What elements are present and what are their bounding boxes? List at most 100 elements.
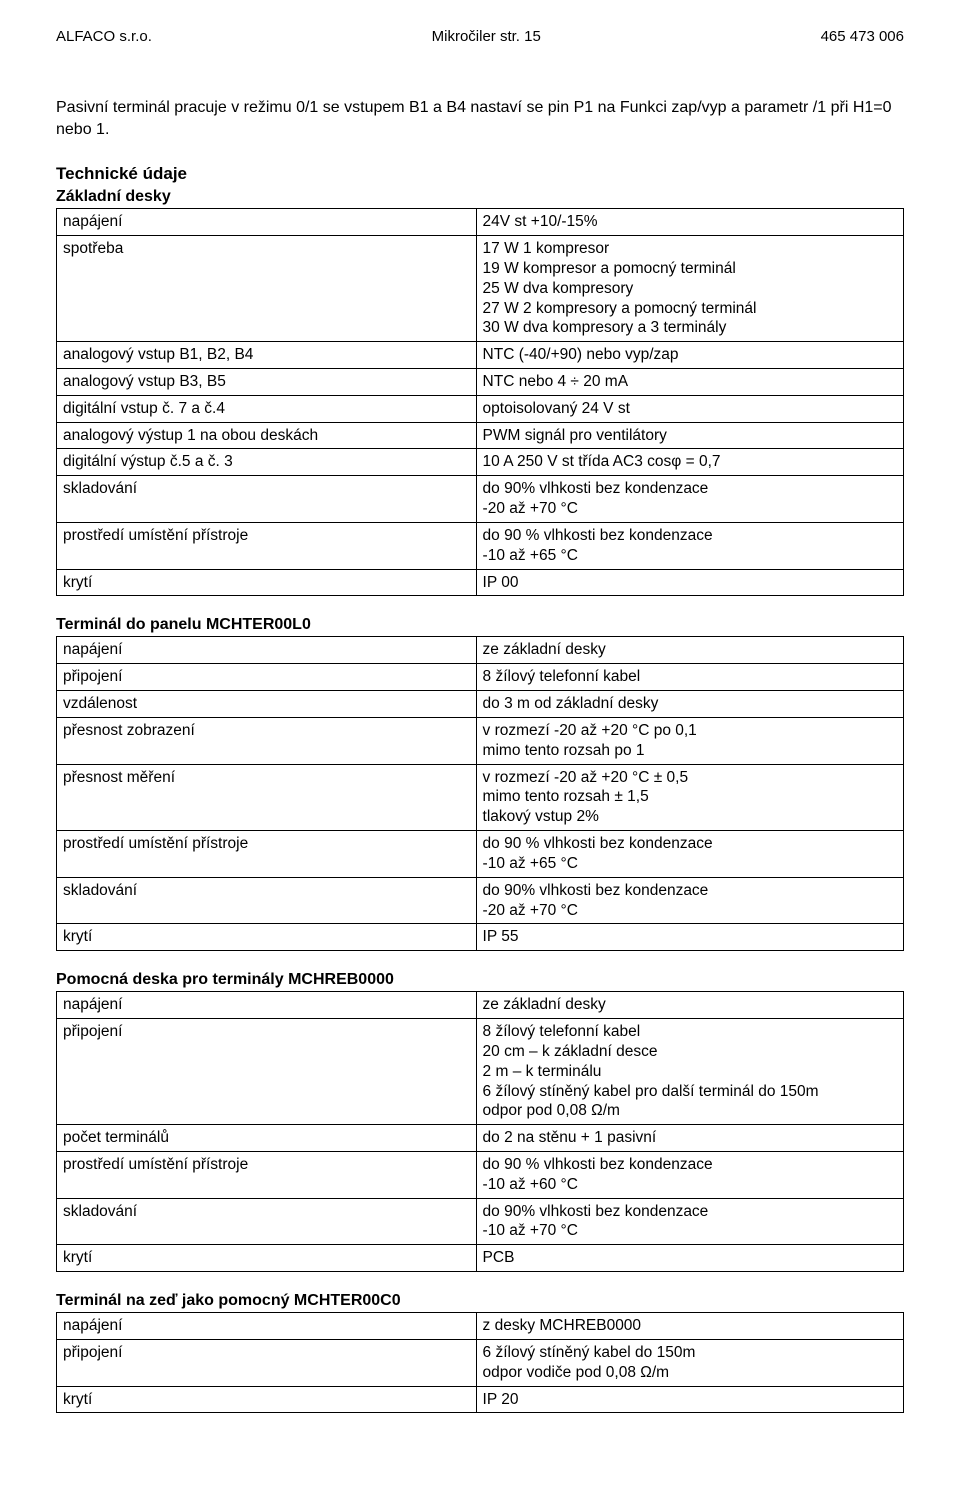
spec-value-line: 25 W dva kompresory [483, 279, 897, 299]
spec-value-line: NTC nebo 4 ÷ 20 mA [483, 372, 897, 392]
spec-key: analogový vstup B3, B5 [57, 368, 477, 395]
spec-value: 10 A 250 V st třída AC3 cosφ = 0,7 [476, 449, 903, 476]
spec-value: IP 55 [476, 924, 903, 951]
spec-key: napájení [57, 992, 477, 1019]
spec-value-line: IP 20 [483, 1390, 897, 1410]
spec-value-line: 30 W dva kompresory a 3 terminály [483, 318, 897, 338]
table-row: analogový vstup B3, B5 NTC nebo 4 ÷ 20 mA [57, 368, 904, 395]
spec-value-line: do 2 na stěnu + 1 pasivní [483, 1128, 897, 1148]
spec-value-line: 10 A 250 V st třída AC3 cosφ = 0,7 [483, 452, 897, 472]
spec-value-line: -10 až +70 °C [483, 1221, 897, 1241]
table-row: napájení24V st +10/-15% [57, 209, 904, 236]
table-terminal-panel: napájení ze základní desky připojení8 žílo… [56, 636, 904, 951]
spec-value-line: 6 žílový stíněný kabel do 150m [483, 1343, 897, 1363]
table-row: napájeníz desky MCHREB0000 [57, 1313, 904, 1340]
table-row: prostředí umístění přístrojedo 90 % vlhk… [57, 831, 904, 878]
spec-value-line: do 90% vlhkosti bez kondenzace [483, 1202, 897, 1222]
spec-value-line: do 90% vlhkosti bez kondenzace [483, 479, 897, 499]
spec-value: 8 žílový telefonní kabel [476, 664, 903, 691]
spec-value-line: do 3 m od základní desky [483, 694, 897, 714]
spec-value-line: IP 55 [483, 927, 897, 947]
table-row: analogový výstup 1 na obou deskách PWM si… [57, 422, 904, 449]
spec-value-line: 20 cm – k základní desce [483, 1042, 897, 1062]
spec-key: digitální výstup č.5 a č. 3 [57, 449, 477, 476]
spec-value: do 90 % vlhkosti bez kondenzace-10 až +6… [476, 522, 903, 569]
spec-value: 8 žílový telefonní kabel20 cm – k základ… [476, 1019, 903, 1125]
table-row: analogový vstup B1, B2, B4NTC (-40/+90) … [57, 342, 904, 369]
spec-value-line: 6 žílový stíněný kabel pro další terminá… [483, 1082, 897, 1102]
spec-value-line: odpor vodiče pod 0,08 Ω/m [483, 1363, 897, 1383]
table-row: počet terminálů do 2 na stěnu + 1 pasivní [57, 1125, 904, 1152]
spec-value: v rozmezí -20 až +20 °C ± 0,5mimo tento … [476, 764, 903, 830]
table-row: přesnost měřenív rozmezí -20 až +20 °C ±… [57, 764, 904, 830]
intro-paragraph: Pasivní terminál pracuje v režimu 0/1 se… [56, 97, 904, 140]
spec-key: digitální vstup č. 7 a č.4 [57, 395, 477, 422]
spec-key: počet terminálů [57, 1125, 477, 1152]
spec-value-line: do 90 % vlhkosti bez kondenzace [483, 1155, 897, 1175]
spec-key: skladování [57, 877, 477, 924]
spec-value-line: mimo tento rozsah ± 1,5 [483, 787, 897, 807]
spec-value-line: 27 W 2 kompresory a pomocný terminál [483, 299, 897, 319]
spec-value-line: ze základní desky [483, 640, 897, 660]
table-row: připojení8 žílový telefonní kabel [57, 664, 904, 691]
spec-value: PWM signál pro ventilátory [476, 422, 903, 449]
table1-title: Základní desky [56, 188, 904, 206]
spec-value: optoisolovaný 24 V st [476, 395, 903, 422]
spec-value-line: PWM signál pro ventilátory [483, 426, 897, 446]
spec-key: připojení [57, 1339, 477, 1386]
table4-title: Terminál na zeď jako pomocný MCHTER00C0 [56, 1292, 904, 1310]
spec-value-line: odpor pod 0,08 Ω/m [483, 1101, 897, 1121]
spec-value: IP 20 [476, 1386, 903, 1413]
table-row: prostředí umístění přístrojedo 90 % vlhk… [57, 522, 904, 569]
header-left: ALFACO s.r.o. [56, 28, 152, 45]
spec-value-line: do 90% vlhkosti bez kondenzace [483, 881, 897, 901]
spec-key: prostředí umístění přístroje [57, 522, 477, 569]
spec-key: prostředí umístění přístroje [57, 1152, 477, 1199]
spec-value: v rozmezí -20 až +20 °C po 0,1mimo tento… [476, 717, 903, 764]
spec-value-line: 2 m – k terminálu [483, 1062, 897, 1082]
header-center: Mikročiler str. 15 [432, 28, 541, 45]
table-row: napájení ze základní desky [57, 992, 904, 1019]
spec-value: do 2 na stěnu + 1 pasivní [476, 1125, 903, 1152]
spec-key: napájení [57, 209, 477, 236]
spec-value-line: -10 až +65 °C [483, 546, 897, 566]
spec-value-line: IP 00 [483, 573, 897, 593]
spec-value: do 90% vlhkosti bez kondenzace-20 až +70… [476, 476, 903, 523]
spec-value-line: -10 až +65 °C [483, 854, 897, 874]
spec-value-line: ze základní desky [483, 995, 897, 1015]
spec-key: krytí [57, 1386, 477, 1413]
spec-key: spotřeba [57, 236, 477, 342]
spec-value-line: -10 až +60 °C [483, 1175, 897, 1195]
spec-key: analogový výstup 1 na obou deskách [57, 422, 477, 449]
table-basic-boards: napájení24V st +10/-15%spotřeba 17 W 1 ko… [56, 208, 904, 596]
spec-key: skladování [57, 1198, 477, 1245]
spec-value: do 90% vlhkosti bez kondenzace-10 až +70… [476, 1198, 903, 1245]
spec-value-line: v rozmezí -20 až +20 °C ± 0,5 [483, 768, 897, 788]
table-wall-terminal: napájeníz desky MCHREB0000připojení6 žíl… [56, 1312, 904, 1413]
page-header: ALFACO s.r.o. Mikročiler str. 15 465 473… [56, 28, 904, 45]
spec-key: napájení [57, 637, 477, 664]
table3-title: Pomocná deska pro terminály MCHREB0000 [56, 971, 904, 989]
spec-value-line: mimo tento rozsah po 1 [483, 741, 897, 761]
spec-value-line: z desky MCHREB0000 [483, 1316, 897, 1336]
table-row: skladovánído 90% vlhkosti bez kondenzace… [57, 476, 904, 523]
spec-value: 6 žílový stíněný kabel do 150modpor vodi… [476, 1339, 903, 1386]
spec-value-line: 8 žílový telefonní kabel [483, 667, 897, 687]
table-aux-board: napájení ze základní desky připojení8 žílo… [56, 991, 904, 1272]
table-row: skladovánído 90% vlhkosti bez kondenzace… [57, 1198, 904, 1245]
table-row: vzdálenostdo 3 m od základní desky [57, 691, 904, 718]
spec-key: připojení [57, 1019, 477, 1125]
table2-title: Terminál do panelu MCHTER00L0 [56, 616, 904, 634]
spec-value: do 90 % vlhkosti bez kondenzace-10 až +6… [476, 1152, 903, 1199]
spec-value: do 90% vlhkosti bez kondenzace-20 až +70… [476, 877, 903, 924]
spec-key: krytí [57, 1245, 477, 1272]
table-row: napájení ze základní desky [57, 637, 904, 664]
spec-value-line: 17 W 1 kompresor [483, 239, 897, 259]
spec-value-line: do 90 % vlhkosti bez kondenzace [483, 526, 897, 546]
table-row: spotřeba17 W 1 kompresor19 W kompresor a… [57, 236, 904, 342]
spec-value: 24V st +10/-15% [476, 209, 903, 236]
spec-value: PCB [476, 1245, 903, 1272]
table-row: krytíIP 00 [57, 569, 904, 596]
table-row: prostředí umístění přístrojedo 90 % vlhk… [57, 1152, 904, 1199]
section-title-tech: Technické údaje [56, 164, 904, 184]
